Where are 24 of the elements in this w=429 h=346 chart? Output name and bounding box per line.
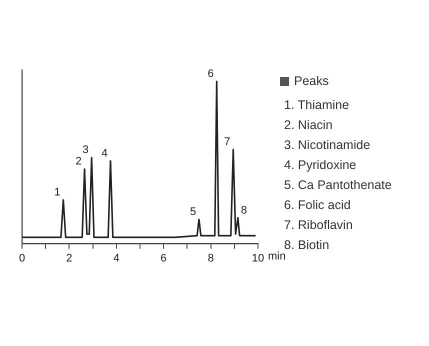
text: 1. Thiamine [284,98,350,114]
text: 4. Pyridoxine [284,158,358,174]
x-tick-label: 4 [113,252,120,264]
annotation: 2 [75,156,82,168]
text: 6. Folic acid [284,198,352,214]
annotation: 4 [101,147,108,160]
text: 7. Riboflavin [284,218,354,234]
x-tick-label: 0 [18,252,26,264]
text: 3. Nicotinamide [284,138,372,154]
text: 8. Biotin [284,238,330,252]
annotation: 1 [54,186,60,198]
text: 2. Niacin [284,118,334,134]
annotation: 6 [208,68,214,80]
x-tick-label: 2 [66,252,72,264]
annotation: 8 [240,204,248,216]
x-tick-label: 6 [160,252,167,264]
x-tick-label: 8 [208,252,214,264]
annotation: 3 [82,144,89,156]
annotation: 7 [224,136,230,148]
annotation: 5 [190,206,196,218]
text: 5. Ca Pantothenate [284,178,392,194]
x-axis-title: min [268,250,286,262]
x-tick-label: 10 [252,252,264,264]
text: Peaks [294,74,329,88]
